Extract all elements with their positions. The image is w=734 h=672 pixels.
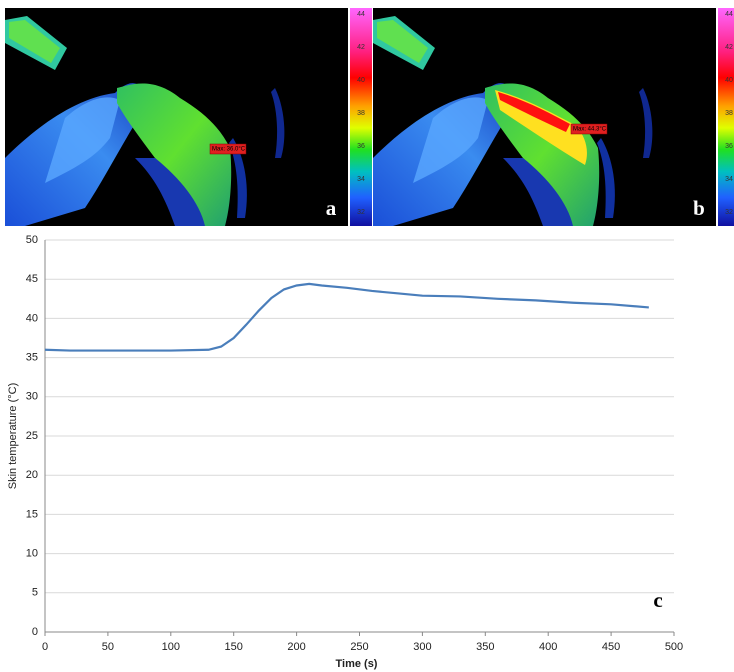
colorbar <box>718 8 734 226</box>
marker-box <box>209 143 247 155</box>
marker-box <box>570 123 608 135</box>
x-tick-label: 0 <box>42 641 48 653</box>
x-tick-label: 450 <box>602 641 620 653</box>
y-tick-label: 25 <box>26 430 38 442</box>
y-tick-label: 0 <box>32 626 38 638</box>
colorbar-tick-label: 38 <box>357 110 365 117</box>
x-tick-label: 500 <box>665 641 683 653</box>
x-tick-label: 400 <box>539 641 557 653</box>
colorbar <box>350 8 372 226</box>
colorbar-tick-label: 32 <box>357 209 365 216</box>
marker-label: Max: 36.0°C <box>212 147 246 153</box>
colorbar-tick-label: 36 <box>725 143 733 150</box>
thermal-image-b <box>373 8 716 226</box>
x-tick-label: 350 <box>476 641 494 653</box>
panel-label: a <box>326 196 337 220</box>
colorbar-tick-label: 44 <box>357 11 365 18</box>
thermal-image-a <box>5 8 348 226</box>
colorbar-tick-label: 36 <box>357 143 365 150</box>
colorbar-tick-label: 40 <box>357 77 365 84</box>
colorbar-tick-label: 38 <box>725 110 733 117</box>
colorbar-tick-label: 32 <box>725 209 733 216</box>
colorbar-tick-label: 42 <box>357 44 365 51</box>
x-tick-label: 100 <box>162 641 180 653</box>
colorbar-tick-label: 40 <box>725 77 733 84</box>
colorbar-tick-label: 34 <box>357 176 365 183</box>
colorbar-tick-label: 42 <box>725 44 733 51</box>
panel-label: b <box>693 196 705 220</box>
y-tick-label: 35 <box>26 352 38 364</box>
y-tick-label: 15 <box>26 508 38 520</box>
x-axis-title: Time (s) <box>336 658 378 670</box>
colorbar-tick-label: 34 <box>725 176 733 183</box>
chart-label: c <box>653 588 662 612</box>
y-axis-title: Skin temperature (°C) <box>7 383 19 490</box>
y-tick-label: 45 <box>26 273 38 285</box>
x-tick-label: 200 <box>287 641 305 653</box>
x-tick-label: 300 <box>413 641 431 653</box>
x-tick-label: 150 <box>225 641 243 653</box>
x-tick-label: 50 <box>102 641 114 653</box>
colorbar-tick-label: 44 <box>725 11 733 18</box>
data-line <box>44 282 649 352</box>
y-tick-label: 40 <box>26 312 38 324</box>
y-tick-label: 20 <box>26 469 38 481</box>
y-tick-label: 5 <box>32 587 38 599</box>
marker-label: Max: 44.3°C <box>573 127 607 133</box>
y-tick-label: 50 <box>26 234 38 246</box>
y-tick-label: 30 <box>26 391 38 403</box>
x-tick-label: 250 <box>350 641 368 653</box>
hot-streak <box>498 92 570 132</box>
y-tick-label: 10 <box>26 548 38 560</box>
